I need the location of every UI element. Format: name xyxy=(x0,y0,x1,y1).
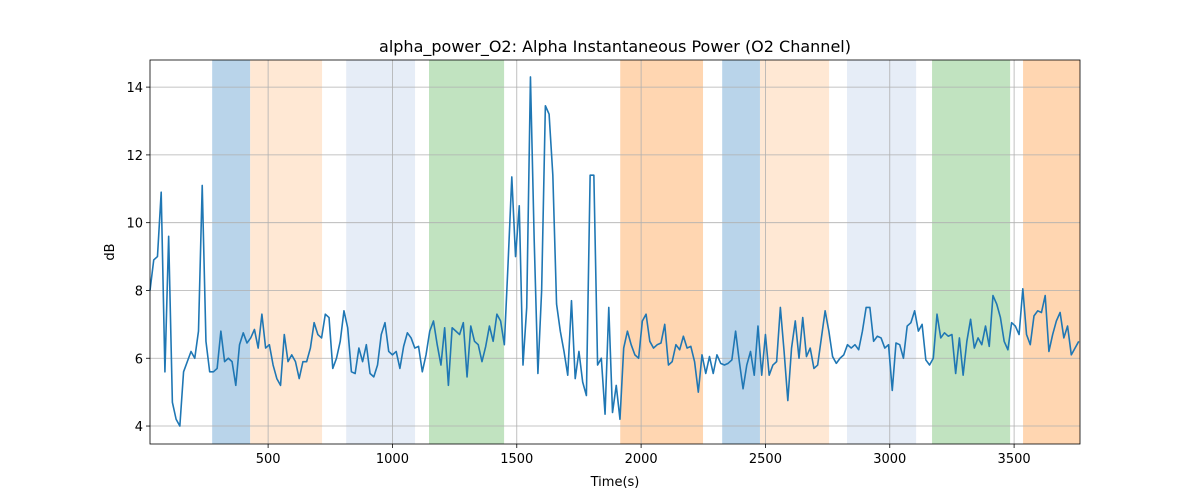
chart-title: alpha_power_O2: Alpha Instantaneous Powe… xyxy=(379,37,851,57)
y-axis-label: dB xyxy=(103,243,118,260)
data-line xyxy=(149,76,1080,427)
y-tick-label: 14 xyxy=(126,81,143,96)
y-tick-label: 6 xyxy=(135,352,143,367)
x-tick-label: 1500 xyxy=(500,452,533,467)
y-tick-label: 8 xyxy=(135,284,143,299)
highlight-span xyxy=(250,60,323,444)
x-tick-label: 1000 xyxy=(376,452,409,467)
x-axis-label: Time(s) xyxy=(590,475,640,490)
highlight-span xyxy=(1023,60,1080,444)
highlight-span xyxy=(429,60,505,444)
plot-frame xyxy=(149,59,1081,445)
highlight-span xyxy=(212,60,251,444)
y-tick-label: 12 xyxy=(126,149,143,164)
x-tick-label: 3000 xyxy=(873,452,906,467)
x-tick-label: 2000 xyxy=(625,452,658,467)
y-tick-label: 10 xyxy=(126,217,143,232)
highlight-span xyxy=(847,60,917,444)
x-tick-label: 2500 xyxy=(749,452,782,467)
highlight-span xyxy=(759,60,830,444)
x-tick-label: 3500 xyxy=(998,452,1031,467)
highlight-span xyxy=(620,60,704,444)
y-tick-label: 4 xyxy=(135,420,143,435)
highlight-span xyxy=(346,60,416,444)
highlight-span xyxy=(932,60,1011,444)
highlight-span xyxy=(722,60,760,444)
x-tick-label: 500 xyxy=(256,452,281,467)
